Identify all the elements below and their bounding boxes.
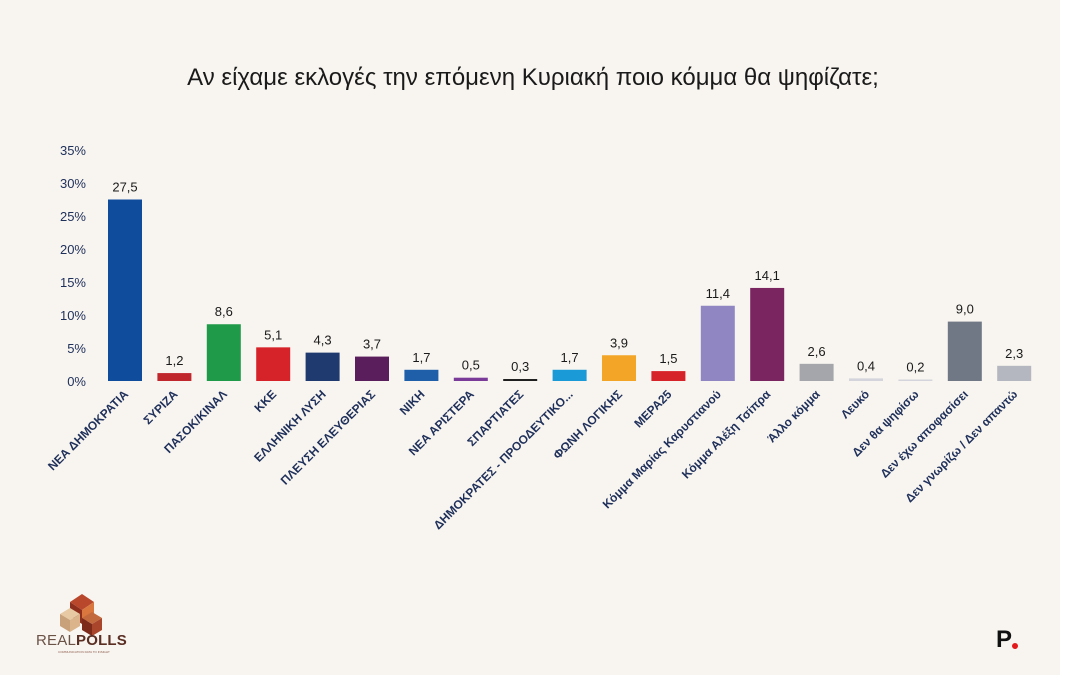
- y-tick-label: 25%: [60, 209, 86, 224]
- x-category-label: Δεν έχω αποφασίσει: [877, 387, 970, 480]
- bar-value-label: 4,3: [314, 333, 332, 348]
- y-tick-label: 5%: [67, 341, 86, 356]
- x-category-label: ΠΛΕΥΣΗ ΕΛΕΥΘΕΡΙΑΣ: [278, 387, 378, 487]
- x-category-label: ΣΥΡΙΖΑ: [141, 387, 181, 427]
- publisher-logo: P: [996, 626, 1013, 653]
- bar-value-label: 3,9: [610, 335, 628, 350]
- bars: [108, 199, 1032, 381]
- bar-value-label: 3,7: [363, 337, 381, 352]
- bar-value-label: 27,5: [112, 180, 137, 195]
- bar: [355, 356, 389, 381]
- x-category-label: Λευκό: [838, 387, 872, 421]
- y-axis: 0% 5% 10% 15% 20% 25% 30% 35%: [60, 143, 86, 389]
- y-tick-label: 10%: [60, 308, 86, 323]
- logo-text-light: REAL: [36, 632, 76, 649]
- bar: [700, 305, 735, 381]
- bar-value-label: 14,1: [755, 268, 780, 283]
- x-category-label: ΝΙΚΗ: [397, 387, 428, 418]
- bar: [651, 371, 686, 381]
- bar-value-label: 8,6: [215, 304, 233, 319]
- bar-value-label: 0,3: [511, 359, 529, 374]
- y-tick-label: 0%: [67, 374, 86, 389]
- bar: [157, 373, 192, 381]
- bar-value-label: 1,5: [659, 351, 677, 366]
- bar-value-label: 11,4: [706, 286, 730, 301]
- bar-value-label: 2,3: [1005, 346, 1023, 361]
- stacked-cubes-icon: [60, 594, 102, 636]
- publisher-logo-dot: [1012, 643, 1018, 649]
- bar: [256, 347, 291, 381]
- bar-value-label: 0,5: [462, 358, 480, 373]
- bar: [849, 378, 883, 381]
- bar: [947, 321, 982, 381]
- bar-value-label: 0,2: [906, 360, 924, 375]
- bar: [750, 287, 785, 381]
- bar: [552, 369, 587, 381]
- y-tick-label: 15%: [60, 275, 86, 290]
- bar: [305, 352, 340, 381]
- bar: [799, 363, 834, 381]
- logo-tagline: COMMUNICATION DATA TO INSIGHT: [58, 650, 110, 654]
- bar: [503, 379, 538, 381]
- bar: [898, 379, 933, 381]
- chart-title: Αν είχαμε εκλογές την επόμενη Κυριακή πο…: [187, 64, 879, 91]
- bar-value-label: 9,0: [956, 302, 974, 317]
- value-labels: 27,5 1,2 8,6 5,1 4,3 3,7 1,7 0,5 0,3 1,7 3,9 1,5 11,…: [112, 180, 1023, 375]
- bar: [453, 377, 488, 381]
- x-category-label: ΜΕΡΑ25: [631, 387, 674, 430]
- bar-value-label: 1,7: [412, 350, 430, 365]
- x-category-label: ΚΚΕ: [252, 387, 280, 415]
- realpolls-logo: [26, 588, 136, 654]
- y-tick-label: 20%: [60, 242, 86, 257]
- bar: [404, 369, 439, 381]
- y-tick-label: 35%: [60, 143, 86, 158]
- bar-value-label: 2,6: [808, 344, 826, 359]
- y-tick-label: 30%: [60, 176, 86, 191]
- logo-text-bold: POLLS: [76, 632, 128, 649]
- x-category-label: ΝΕΑ ΔΗΜΟΚΡΑΤΙΑ: [45, 387, 131, 473]
- bar-value-label: 0,4: [857, 358, 875, 373]
- bar: [997, 365, 1032, 381]
- x-category-label: Κόμμα Αλέξη Τσίπρα: [679, 387, 774, 482]
- logo-wordmark: REALPOLLS: [36, 632, 127, 649]
- x-category-label: Άλλο κόμμα: [765, 387, 824, 446]
- bar-value-label: 1,7: [561, 350, 579, 365]
- bar-value-label: 1,2: [165, 353, 183, 368]
- bar: [602, 355, 636, 381]
- bar: [206, 324, 241, 381]
- bar: [108, 199, 142, 381]
- bar-value-label: 5,1: [264, 327, 282, 342]
